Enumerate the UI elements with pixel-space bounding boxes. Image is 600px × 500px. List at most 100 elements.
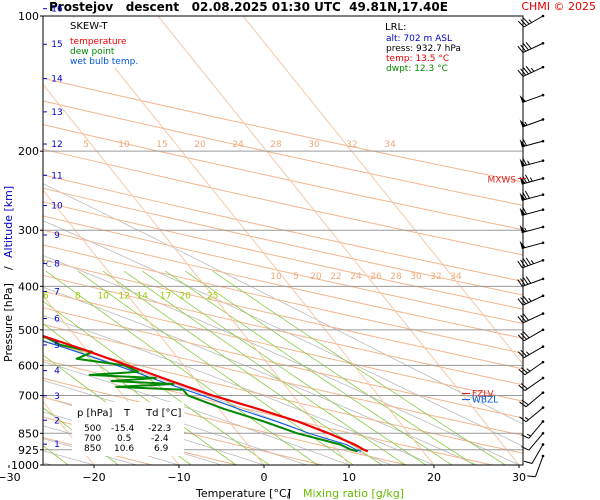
altitude-tick-label: 13 [51,108,62,118]
altitude-tick-label: 2 [54,416,60,426]
wind-barb-half-feather [529,177,533,182]
dry-adiabat-line [43,215,523,325]
isotherm-label: -10 °C [24,260,52,270]
level-table-header-td: Td [°C] [145,408,182,419]
wind-barb [519,190,545,201]
wind-barb-feather [518,384,526,391]
wind-barb-staff [522,94,544,104]
wind-barb-feather [517,316,524,324]
wind-barb-feather [520,259,526,268]
wind-barb-staff [535,455,544,477]
wind-barb-dot [541,118,545,121]
wind-barb-half-feather [524,121,528,126]
wind-barb-dot [541,193,545,196]
wind-barb-staff [523,15,544,28]
wind-barb-half-feather [530,260,535,264]
wind-barb-feather [522,67,529,75]
mixing-ratio-line [184,270,475,465]
wind-barb-feather [517,279,523,287]
lrl-temperature: temp: 13.5 °C [386,54,449,64]
wind-barb [519,93,545,104]
mid-ratio-label: 5 [293,272,299,282]
wind-barb-feather [522,138,528,146]
legend-title: SKEW-T [70,21,108,32]
wind-barb-feather [517,20,525,28]
wind-barb [517,14,545,28]
wind-barb-dot [541,208,545,211]
wind-barb-feather [520,68,527,76]
wetbulb-line [43,340,362,452]
mixing-ratio-line [43,323,237,465]
moist-adiabat-line [43,286,477,465]
dry-adiabat-line [43,77,523,183]
mixing-ratio-label: 14 [137,291,149,301]
wind-barb-feather [519,401,527,408]
level-table-header-p: p [hPa] [77,408,112,419]
level-table-header-t: T [123,408,131,419]
isotherm-line [43,83,350,465]
wind-barb-dot [541,312,545,315]
wind-barb-feather [517,45,524,53]
wind-barb-feather [521,434,530,439]
dry-adiabat-line [43,148,523,256]
level-table-background [72,402,184,456]
mixing-ratio-line [77,270,354,465]
wind-barb-feather [520,333,527,340]
wind-barb-feather [520,19,527,26]
wind-barb-feather [527,475,536,478]
wind-barb-half-feather [524,227,528,232]
isotherm-line [72,16,435,465]
altitude-tick-label: 14 [51,75,63,85]
legend-item-temperature: temperature [70,37,127,47]
wind-barb [519,157,545,167]
upper-ratio-label: 20 [194,140,206,150]
mid-ratio-label: 34 [450,272,462,282]
pressure-tick-label: 200 [18,145,39,158]
wind-barb-feather [517,351,525,358]
legend: SKEW-T temperature dew point wet bulb te… [66,18,154,68]
title-bar: Prostejov descent 02.08.2025 01:30 UTC 4… [0,0,600,16]
wind-barb-half-feather [528,19,533,23]
wind-barb [517,257,545,269]
wind-barb-dot [541,406,545,409]
wind-barb [517,276,545,287]
wind-barb-half-feather [526,433,532,437]
mixing-ratio-line [165,270,453,465]
mid-ratio-label: 24 [350,272,362,282]
wind-barb-dot [541,139,545,143]
wind-barb-feather [517,334,525,342]
wind-barb-dot [541,225,545,229]
wind-barb-dot [541,258,545,262]
wind-barb [521,420,545,439]
temperature-tick-label: 0 [261,471,268,484]
wind-barb-pennant [519,139,526,147]
wind-barb-staff [522,313,544,324]
wind-barb-feather [521,399,529,406]
wind-barb-dot [541,443,545,446]
wind-barb-half-feather [524,416,529,421]
wind-barb-feather [522,206,528,215]
wind-barb-dot [541,454,545,458]
wind-barb-feather [521,446,530,451]
wind-barb-feather [520,314,527,322]
wind-barb [519,391,545,408]
wind-barb-half-feather [525,351,530,355]
mid-ratio-label: 30 [410,272,422,282]
upper-ratio-label: 34 [384,140,396,150]
wind-barb-feather [525,174,530,183]
altitude-tick-label: 8 [54,260,60,270]
wind-barb-staff [521,140,544,148]
altitude-tick-label: 5 [54,341,60,351]
legend-box [66,18,154,68]
dewpoint-line [43,336,358,453]
upper-ratio-label: 24 [232,140,244,150]
wind-barb-feather [520,44,527,52]
level-table: p [hPa] T Td [°C] 500 -15.4 -22.3 700 0.… [72,402,184,456]
upper-ratio-label: 5 [83,140,89,150]
wind-barb-staff [522,42,544,54]
mixing-ratio-label: 25 [207,291,218,301]
lrl-background [383,18,483,76]
wind-barb [519,406,545,423]
wind-barb-staff [522,278,544,287]
temperature-tick-label: 30 [512,471,526,484]
